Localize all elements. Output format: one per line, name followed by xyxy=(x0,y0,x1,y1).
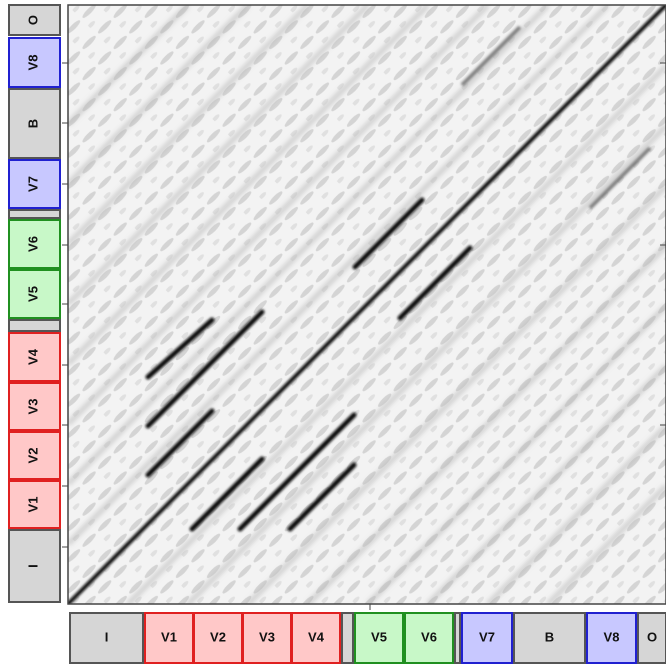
segment-box xyxy=(8,159,61,209)
segment-box xyxy=(461,612,513,664)
segment-label: O xyxy=(647,629,657,644)
gap-box xyxy=(8,319,61,332)
segment-box xyxy=(291,612,341,664)
segment-label: V4 xyxy=(308,629,325,644)
segment-box xyxy=(8,332,61,382)
segment-label: V1 xyxy=(161,629,177,644)
segment-box xyxy=(513,612,586,664)
segment-box xyxy=(8,269,61,319)
segment-box xyxy=(404,612,454,664)
segment-label: V7 xyxy=(479,629,495,644)
segment-label: O xyxy=(25,15,40,25)
segment-box xyxy=(586,612,637,664)
segment-label: V6 xyxy=(421,629,437,644)
segment-label: V5 xyxy=(371,629,387,644)
segment-label: I xyxy=(25,564,40,568)
segment-box xyxy=(8,382,61,431)
segment-label: I xyxy=(105,629,109,644)
segment-box xyxy=(8,88,61,159)
segment-label: V6 xyxy=(25,236,40,252)
gap-box xyxy=(341,612,354,664)
segment-box xyxy=(8,480,61,529)
segment-label: V8 xyxy=(604,629,620,644)
segment-box xyxy=(8,529,61,603)
segment-box xyxy=(637,612,666,664)
segment-box xyxy=(8,431,61,480)
segment-box xyxy=(354,612,404,664)
gap-box xyxy=(454,612,461,664)
segment-label: V5 xyxy=(25,286,40,302)
segment-label: V2 xyxy=(210,629,226,644)
segment-label: V1 xyxy=(25,497,40,513)
segment-box xyxy=(69,612,144,664)
segment-label: V4 xyxy=(25,348,40,365)
segment-box xyxy=(8,37,61,88)
segment-box xyxy=(8,4,61,36)
segment-label: V7 xyxy=(25,176,40,192)
segment-label: B xyxy=(25,119,40,128)
segment-label: B xyxy=(545,629,554,644)
segment-label: V3 xyxy=(25,399,40,415)
segment-label: V3 xyxy=(259,629,275,644)
segment-box xyxy=(8,219,61,269)
segment-label: V2 xyxy=(25,448,40,464)
segment-label: V8 xyxy=(25,55,40,71)
segment-bars: I V1 V2 V3 V4 V5 V6 V7 B V8 O O V8 B V7 V6 V5 V4 V3 V2 V1 I xyxy=(8,4,666,664)
gap-box xyxy=(8,209,61,219)
similarity-matrix xyxy=(68,5,666,604)
matrix-ticks xyxy=(62,62,666,610)
